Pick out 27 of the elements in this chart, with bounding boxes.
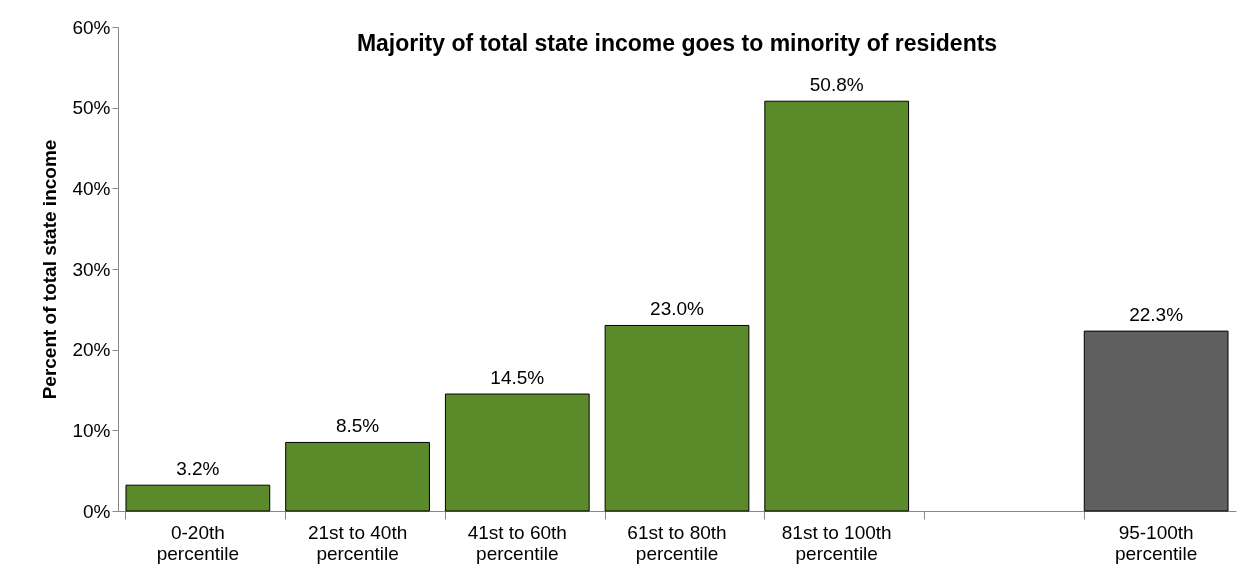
x-tick-label: 95-100th percentile	[1114, 521, 1198, 564]
y-tick-label: 10%	[72, 419, 111, 441]
y-axis-title: Percent of total state income	[39, 139, 61, 400]
x-tick-label: 41st to 60th percentile	[467, 521, 567, 564]
x-tick-label: 0-20th percentile	[156, 521, 240, 564]
data-label: 14.5%	[490, 367, 545, 389]
bar	[285, 441, 430, 512]
y-tick-label: 30%	[72, 258, 111, 280]
bar	[604, 324, 750, 512]
data-label: 8.5%	[335, 415, 380, 437]
x-tick-label: 61st to 80th percentile	[627, 521, 727, 564]
y-tick-label: 0%	[83, 500, 111, 522]
y-tick-label: 50%	[72, 97, 111, 119]
bar	[764, 100, 910, 512]
data-label: 22.3%	[1129, 304, 1184, 326]
bar	[444, 393, 590, 512]
data-label: 50.8%	[809, 74, 864, 96]
x-tick-label: 21st to 40th percentile	[307, 521, 408, 564]
y-tick-label: 60%	[72, 16, 111, 38]
chart-title: Majority of total state income goes to minority of residents	[356, 30, 998, 56]
bar	[1083, 330, 1229, 512]
y-tick-label: 20%	[72, 339, 111, 361]
data-label: 3.2%	[176, 458, 220, 480]
x-tick-label: 81st to 100th percentile	[781, 521, 892, 564]
data-label: 23.0%	[650, 298, 705, 320]
bar	[125, 484, 271, 512]
y-tick-label: 40%	[72, 177, 111, 199]
